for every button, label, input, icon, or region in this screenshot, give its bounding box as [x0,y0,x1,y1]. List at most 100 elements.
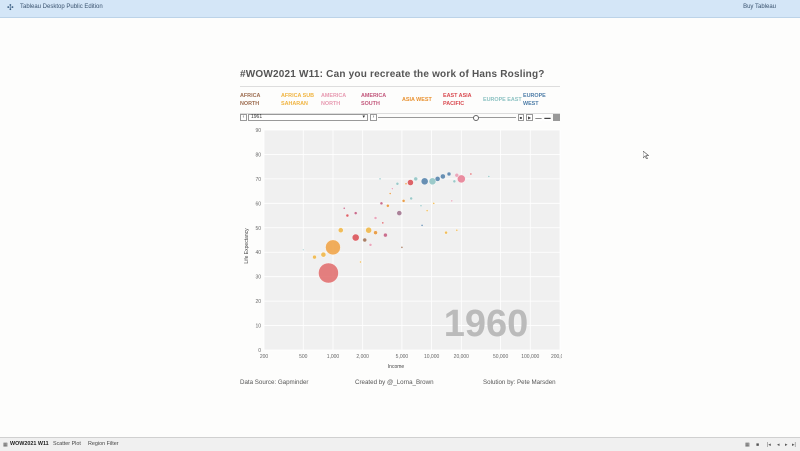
data-point [420,177,429,186]
region-filter: AFRICA NORTH AFRICA SUB SAHARAN AMERICA … [240,86,560,114]
x-tick-label: 100,000 [521,354,539,360]
stop-icon: ■ [519,115,523,120]
data-point [386,204,390,208]
prev-sheet-icon[interactable]: ◂ [777,442,780,448]
data-point [383,232,388,238]
data-point [428,177,437,186]
x-tick-label: 1,000 [327,354,340,360]
y-axis-label: Life Expectancy [244,228,250,264]
grid-view-icon[interactable]: ▦ [745,442,750,448]
year-watermark: 1960 [444,303,529,345]
last-sheet-icon[interactable]: ▸| [792,442,796,448]
region-filter-item[interactable]: EAST ASIA PACIFIC [443,93,472,107]
x-tick-label: 50,000 [493,354,509,360]
region-filter-item[interactable]: ASIA WEST [402,97,432,103]
data-point [338,227,344,233]
year-player: ‹ 1961 ▾ › ■ ▶ ▁▁ ▂▂ [240,114,562,122]
list-view-icon[interactable]: ■ [756,442,760,448]
data-point [457,174,466,184]
data-point [487,175,491,178]
data-point [318,262,339,284]
y-tick-label: 80 [255,152,261,158]
data-point [343,207,346,210]
x-tick-label: 200 [260,354,269,360]
play-button[interactable]: ▶ [526,114,533,121]
data-point [395,182,400,186]
data-point [455,229,459,232]
data-point [345,213,350,218]
year-slider-thumb[interactable] [473,115,479,121]
data-point [401,199,406,203]
speed-medium-icon: ▂▂ [544,114,551,119]
scatter-plot-svg: 0 10 20 30 40 50 60 70 80 90 200 500 1,000 2,000 5,000… [244,128,569,370]
data-point [378,177,382,181]
data-point [440,173,446,180]
year-dropdown[interactable]: 1961 ▾ [248,114,368,121]
play-icon: ▶ [527,115,532,120]
first-sheet-icon[interactable]: |◂ [767,442,771,448]
speed-medium-button[interactable]: ▂▂ [544,114,551,121]
y-tick-label: 20 [255,299,261,305]
region-filter-item[interactable]: AMERICA SOUTH [361,93,387,107]
solution-by-text: Solution by: Pete Marsden [483,379,556,386]
next-sheet-icon[interactable]: ▸ [785,442,788,448]
data-point [368,243,373,247]
x-tick-label: 5,000 [396,354,409,360]
data-point [373,216,378,220]
data-point [359,260,362,264]
data-point [302,248,305,251]
region-filter-item[interactable]: AFRICA NORTH [240,93,261,107]
data-point [407,179,414,186]
buy-tableau-link[interactable]: Buy Tableau [743,4,776,10]
previous-year-button[interactable]: ‹ [240,114,247,121]
speed-slow-icon: ▁▁ [535,114,542,119]
data-point [365,227,372,234]
app-titlebar: ✣ Tableau Desktop Public Edition Buy Tab… [0,0,800,18]
next-year-button[interactable]: › [370,114,377,121]
tableau-logo-icon: ✣ [7,3,14,12]
year-slider-track[interactable] [378,117,516,118]
y-tick-label: 70 [255,177,261,183]
data-point [381,221,385,225]
stop-button[interactable]: ■ [518,114,524,121]
data-point [362,237,367,243]
data-point [388,192,392,195]
x-tick-label: 20,000 [454,354,470,360]
y-tick-label: 60 [255,201,261,207]
tab-dashboard[interactable]: WOW2021 W11 [10,441,49,447]
data-point [425,209,429,212]
sheet-tab-bar: ▦ WOW2021 W11 Scatter Plot Region Filter… [0,437,800,451]
tab-scatter-plot[interactable]: Scatter Plot [53,441,81,447]
data-point [444,230,448,235]
data-point [413,176,418,182]
y-tick-label: 30 [255,275,261,281]
y-tick-label: 10 [255,324,261,330]
data-point [379,201,384,206]
data-point [432,202,435,205]
created-by-text: Created by @_Lorna_Brown [355,379,434,386]
scatter-plot: 0 10 20 30 40 50 60 70 80 90 200 500 1,000 2,000 5,000… [240,126,569,376]
region-filter-item[interactable]: EUROPE WEST [523,93,546,107]
x-tick-label: 200,000 [551,354,562,360]
dashboard-title: #WOW2021 W11: Can you recreate the work … [240,69,545,80]
data-point [452,179,457,184]
data-point [420,224,424,227]
region-filter-item[interactable]: AMERICA NORTH [321,93,347,107]
data-point [400,246,404,249]
data-point [469,172,473,176]
app-title: Tableau Desktop Public Edition [20,4,103,10]
data-point [352,233,360,242]
speed-fast-button[interactable] [553,114,560,121]
region-filter-item[interactable]: AFRICA SUB SAHARAN [281,93,315,107]
region-filter-item[interactable]: EUROPE EAST [483,97,522,103]
tab-region-filter[interactable]: Region Filter [88,441,119,447]
chevron-left-icon: ‹ [242,114,245,120]
data-point [391,187,394,190]
data-point [354,211,358,215]
dropdown-arrow-icon: ▾ [362,114,365,120]
data-point [320,251,327,258]
speed-slow-button[interactable]: ▁▁ [535,114,542,121]
y-tick-label: 50 [255,226,261,232]
y-tick-label: 0 [258,348,261,354]
year-value: 1961 [251,114,263,120]
